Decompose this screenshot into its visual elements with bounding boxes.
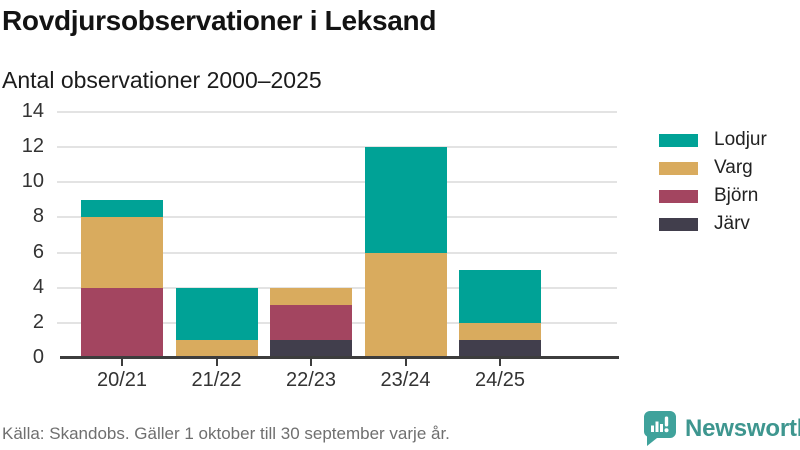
x-axis-tick: [499, 359, 501, 366]
legend-label-björn: Björn: [714, 185, 759, 206]
chart-title: Rovdjursobservationer i Leksand: [2, 5, 437, 36]
x-axis-label: 20/21: [96, 369, 148, 391]
legend-label-lodjur: Lodjur: [714, 129, 767, 150]
gridline: [57, 181, 617, 184]
x-axis-tick: [404, 359, 407, 366]
legend-label-järv: Järv: [714, 213, 750, 234]
bar-segment-varg: [364, 252, 447, 358]
gridline: [57, 216, 617, 219]
bar-segment-lodjur: [175, 287, 258, 341]
bar-segment-lodjur: [81, 199, 163, 218]
bar-segment-järv: [270, 340, 352, 358]
source-note: Källa: Skandobs. Gäller 1 oktober till 3…: [2, 424, 450, 443]
gridline: [57, 251, 617, 254]
legend-swatch-varg: [659, 161, 698, 175]
bar-segment-lodjur: [364, 147, 447, 253]
legend: Lodjur Varg Björn Järv: [659, 126, 767, 238]
x-axis-line: [60, 356, 619, 359]
bar-segment-björn: [270, 305, 352, 341]
x-axis-label: 23/24: [380, 369, 431, 391]
bar-segment-varg: [81, 217, 163, 288]
bar-segment-lodjur: [459, 270, 541, 323]
bar-chart-speech-bubble-icon: [644, 411, 676, 446]
legend-item-varg: Varg: [659, 154, 767, 182]
legend-label-varg: Varg: [714, 157, 753, 178]
y-axis-label: 14: [21, 100, 44, 122]
x-axis-label: 21/22: [191, 369, 242, 391]
gridline: [57, 146, 617, 149]
y-axis-label: 10: [21, 170, 44, 193]
bar-segment-varg: [270, 287, 352, 306]
legend-item-järv: Järv: [659, 210, 767, 238]
x-axis-label: 24/25: [474, 369, 526, 391]
legend-item-lodjur: Lodjur: [659, 126, 767, 154]
legend-swatch-lodjur: [659, 133, 698, 147]
gridline: [57, 111, 617, 113]
x-axis-tick: [121, 359, 123, 366]
x-axis-tick: [215, 359, 218, 366]
bar-segment-varg: [459, 322, 541, 341]
bar-segment-varg: [175, 340, 258, 358]
x-axis-tick: [310, 359, 312, 366]
y-axis-label: 2: [32, 310, 44, 333]
legend-swatch-björn: [659, 189, 698, 203]
legend-item-björn: Björn: [659, 182, 767, 210]
y-axis-label: 6: [32, 240, 44, 263]
y-axis-label: 8: [32, 205, 44, 228]
y-axis-label: 4: [32, 275, 44, 298]
bar-segment-björn: [81, 287, 163, 358]
newsworthy-wordmark: Newsworthy: [685, 414, 800, 442]
y-axis-label: 0: [32, 346, 44, 368]
bar-segment-järv: [459, 340, 541, 358]
y-axis-label: 12: [21, 135, 44, 158]
newsworthy-brand: Newsworthy: [643, 410, 800, 447]
x-axis-label: 22/23: [285, 369, 337, 391]
legend-swatch-järv: [659, 217, 698, 231]
chart-subtitle: Antal observationer 2000–2025: [2, 67, 322, 93]
